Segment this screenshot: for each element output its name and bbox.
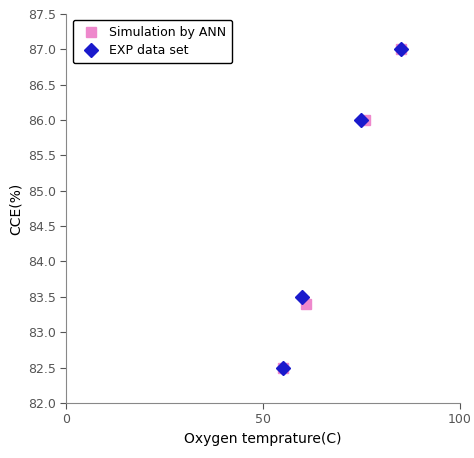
X-axis label: Oxygen temprature(C): Oxygen temprature(C) <box>184 432 342 446</box>
Y-axis label: CCE(%): CCE(%) <box>9 182 22 234</box>
Legend: Simulation by ANN, EXP data set: Simulation by ANN, EXP data set <box>73 20 232 64</box>
